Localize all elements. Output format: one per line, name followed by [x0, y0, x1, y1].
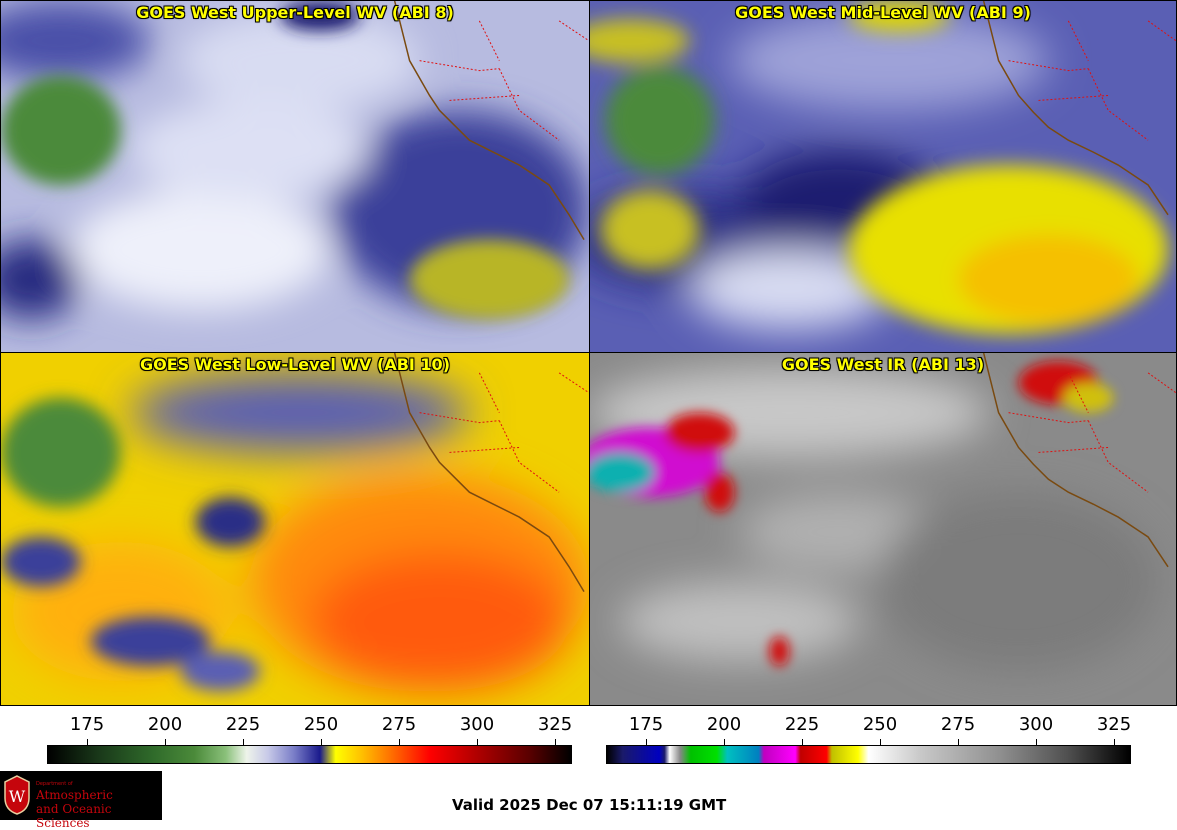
mid-level-wv-image [590, 1, 1176, 352]
wv-tick-mark [321, 739, 322, 745]
svg-text:W: W [9, 787, 26, 806]
ir-image [590, 353, 1176, 705]
low-level-wv-image [1, 353, 589, 705]
panel-title: GOES West Mid-Level WV (ABI 9) [735, 3, 1031, 22]
wv-tick-label: 250 [303, 714, 339, 735]
panel-title: GOES West IR (ABI 13) [781, 355, 985, 374]
wv-tick-label: 175 [69, 714, 105, 735]
valid-time: Valid 2025 Dec 07 15:11:19 GMT [452, 796, 727, 814]
ir-tick-mark [1114, 739, 1115, 745]
wv-tick-label: 225 [225, 714, 261, 735]
ir-tick-label: 225 [784, 714, 820, 735]
mid-level-wv-panel: GOES West Mid-Level WV (ABI 9) [589, 0, 1177, 353]
ir-panel: GOES West IR (ABI 13) [589, 352, 1177, 706]
wv-color-gradient [47, 745, 572, 764]
wv-tick-label: 200 [147, 714, 183, 735]
ir-tick-label: 300 [1018, 714, 1054, 735]
wv-tick-mark [477, 739, 478, 745]
ir-tick-mark [1036, 739, 1037, 745]
ir-color-gradient [606, 745, 1131, 764]
wv-tick-label: 325 [537, 714, 573, 735]
ir-tick-mark [880, 739, 881, 745]
panel-title: GOES West Upper-Level WV (ABI 8) [136, 3, 454, 22]
ir-tick-label: 325 [1096, 714, 1132, 735]
ir-tick-label: 200 [706, 714, 742, 735]
logo-atmospheric: Atmospheric [36, 788, 113, 802]
ir-tick-label: 275 [940, 714, 976, 735]
low-level-wv-panel: GOES West Low-Level WV (ABI 10) [0, 352, 590, 706]
wv-tick-mark [555, 739, 556, 745]
ir-tick-mark [958, 739, 959, 745]
ir-tick-mark [802, 739, 803, 745]
wv-tick-mark [243, 739, 244, 745]
wv-tick-label: 275 [381, 714, 417, 735]
uw-crest-icon: W [4, 775, 30, 815]
upper-level-wv-image [1, 1, 589, 352]
ir-tick-mark [646, 739, 647, 745]
ir-tick-label: 250 [862, 714, 898, 735]
ir-tick-mark [724, 739, 725, 745]
ir-tick-label: 175 [628, 714, 664, 735]
wv-tick-mark [165, 739, 166, 745]
wv-tick-mark [399, 739, 400, 745]
logo-oceanic: and Oceanic Sciences [36, 802, 112, 830]
wv-tick-label: 300 [459, 714, 495, 735]
panel-title: GOES West Low-Level WV (ABI 10) [139, 355, 450, 374]
upper-level-wv-panel: GOES West Upper-Level WV (ABI 8) [0, 0, 590, 353]
logo-department: Department of [36, 781, 73, 787]
aos-logo: W Department of Atmospheric and Oceanic … [0, 771, 162, 830]
wv-tick-mark [87, 739, 88, 745]
